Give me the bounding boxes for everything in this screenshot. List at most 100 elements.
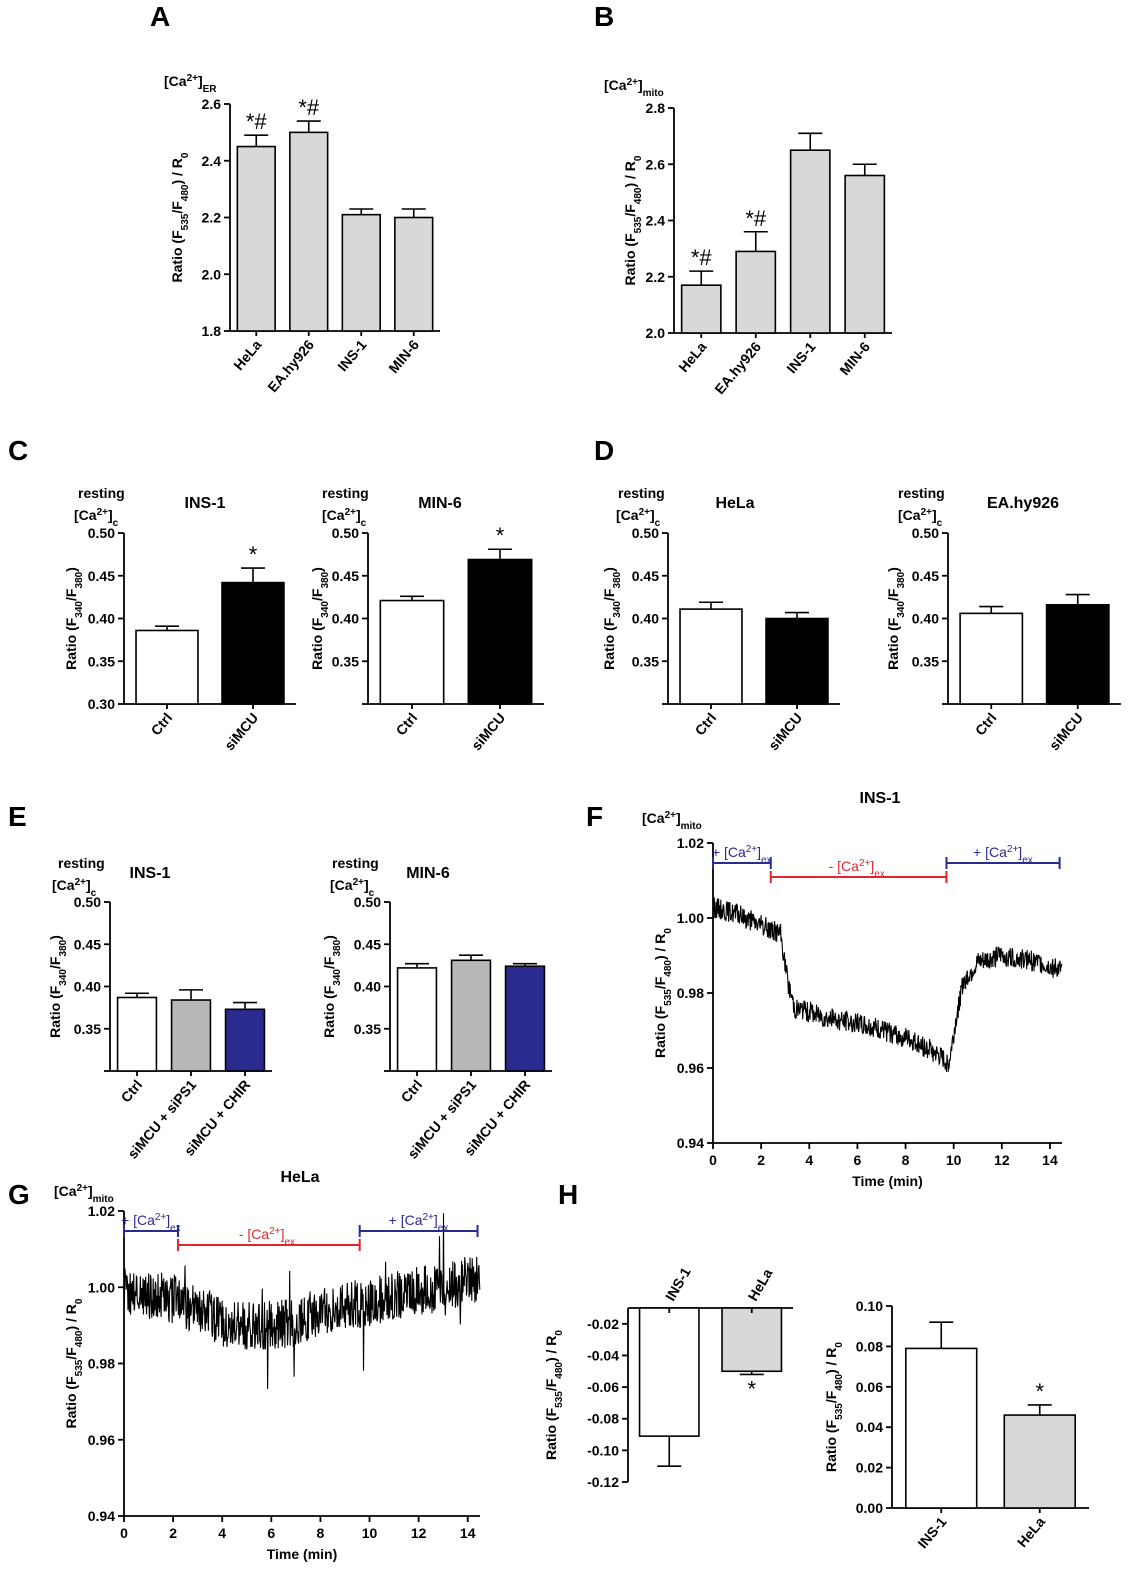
y-tick-label: 2.2 [202, 210, 222, 226]
y-tick-label: 0.40 [332, 611, 359, 627]
chart-e-6: INS-1 resting [Ca2+]c Ratio (F340/F380) 0.35… [47, 855, 272, 1162]
y-tick-label: 1.02 [88, 1203, 115, 1219]
category-label: MIN-6 [836, 338, 873, 378]
bar [450, 959, 492, 1072]
chart-a-0: [Ca2+]ER Ratio (F535/F480) / R0 1.8 2.0 2.2 2… [164, 73, 440, 395]
panel-label-h: H [558, 1179, 578, 1210]
panel-label-c: C [8, 435, 28, 466]
y-tick-label: 2.0 [646, 325, 666, 341]
condition-label: - [Ca2+]ex [239, 1226, 295, 1248]
y-tick-label: 0.40 [354, 979, 381, 995]
significance-mark: *# [745, 206, 767, 231]
category-label: siMCU [1046, 710, 1086, 754]
panel-label-f: F [586, 801, 603, 832]
category-label: HeLa [230, 336, 264, 373]
bar [341, 213, 381, 332]
ylabel-top: [Ca2+]mito [604, 77, 664, 99]
panel-label-b: B [594, 1, 614, 32]
category-label: EA.hy926 [264, 336, 317, 395]
y-tick-label: 0.45 [354, 936, 381, 952]
charts-layer: [Ca2+]ER Ratio (F535/F480) / R0 1.8 2.0 2.2 2… [47, 73, 1121, 1562]
bar [1045, 604, 1110, 705]
y-tick-label: 1.00 [88, 1279, 115, 1295]
category-label: siMCU [765, 710, 805, 754]
x-tick-label: 10 [946, 1152, 962, 1168]
y-axis-label: Ratio (F340/F380) [601, 567, 623, 670]
panel-label-e: E [8, 801, 27, 832]
bar [221, 581, 285, 705]
x-tick-label: 14 [1042, 1152, 1058, 1168]
category-label: HeLa [1014, 1513, 1048, 1550]
y-tick-label: 0.98 [677, 985, 704, 1001]
chart-title: HeLa [280, 1169, 319, 1186]
y-tick-label: -0.12 [587, 1474, 619, 1490]
category-label: INS-1 [783, 338, 818, 376]
x-tick-label: 12 [411, 1525, 427, 1541]
y-tick-label: 2.0 [202, 266, 222, 282]
y-axis-label: Ratio (F340/F380) [47, 935, 69, 1038]
panel-label-d: D [594, 435, 614, 466]
bar [467, 558, 533, 705]
y-tick-label: 1.8 [202, 323, 222, 339]
y-tick-label: 0.08 [856, 1338, 883, 1354]
y-axis-label: Ratio (F535/F480) / R0 [622, 155, 644, 285]
ylabel-top-resting: resting [618, 485, 665, 501]
y-tick-label: 2.4 [646, 213, 666, 229]
ylabel-top-ca: [Ca2+]c [322, 507, 367, 529]
bar [904, 1347, 978, 1509]
y-axis-label: Ratio (F535/F480) / R0 [63, 1298, 85, 1428]
category-label: INS-1 [662, 1264, 694, 1303]
x-tick-label: 8 [317, 1525, 325, 1541]
chart-title: HeLa [715, 495, 754, 512]
chart-c-2: INS-1 resting [Ca2+]c Ratio (F340/F380) 0.30… [63, 485, 296, 753]
chart-title: MIN-6 [418, 495, 462, 512]
category-label: MIN-6 [385, 336, 422, 376]
chart-title: INS-1 [130, 865, 171, 882]
y-tick-label: 0.30 [88, 696, 115, 712]
ylabel-top-resting: resting [58, 855, 105, 871]
condition-label: + [Ca2+]ex [712, 844, 772, 866]
condition-label: + [Ca2+]ex [973, 844, 1033, 866]
bar [789, 149, 831, 334]
ylabel-top: [Ca2+]mito [54, 1183, 114, 1205]
x-tick-label: 4 [805, 1152, 813, 1168]
bar [638, 1307, 700, 1437]
bar [1003, 1414, 1077, 1509]
bar [504, 965, 546, 1072]
ylabel-top: [Ca2+]ER [164, 73, 217, 95]
y-axis-label: Ratio (F535/F480) / R0 [652, 928, 674, 1058]
chart-d-4: HeLa resting [Ca2+]c Ratio (F340/F380) 0.35 0… [601, 485, 840, 753]
y-tick-label: 0.02 [856, 1460, 883, 1476]
y-tick-label: 0.35 [74, 1021, 101, 1037]
condition-label: + [Ca2+]ex [121, 1212, 181, 1234]
bar [224, 1008, 266, 1072]
trace-line [123, 1213, 481, 1390]
ylabel-top-ca: [Ca2+]c [898, 507, 943, 529]
significance-mark: * [747, 1376, 756, 1401]
bar [721, 1307, 783, 1373]
y-tick-label: -0.02 [587, 1316, 619, 1332]
ylabel-top-resting: resting [898, 485, 945, 501]
bar [289, 131, 329, 332]
y-axis-label: Ratio (F340/F380) [885, 567, 907, 670]
x-tick-label: 14 [460, 1525, 476, 1541]
ylabel-top-resting: resting [78, 485, 125, 501]
category-label: Ctrl [398, 1077, 426, 1106]
y-tick-label: 0.50 [74, 894, 101, 910]
y-tick-label: 2.6 [646, 156, 666, 172]
y-axis-label: Ratio (F340/F380) [309, 567, 331, 670]
x-axis-label: Time (min) [852, 1173, 923, 1189]
category-label: HeLa [744, 1266, 775, 1304]
bar [959, 612, 1024, 705]
y-tick-label: 0.40 [632, 611, 659, 627]
chart-g-9: HeLa [Ca2+]mito Ratio (F535/F480) / R0 0.94… [54, 1169, 481, 1562]
y-tick-label: 0.35 [88, 653, 115, 669]
panel-label-a: A [150, 1, 170, 32]
chart-title: INS-1 [185, 495, 226, 512]
condition-label: + [Ca2+]ex [389, 1212, 449, 1234]
ylabel-top: [Ca2+]mito [642, 810, 702, 832]
y-tick-label: 0.35 [632, 653, 659, 669]
ylabel-top-ca: [Ca2+]c [74, 507, 119, 529]
